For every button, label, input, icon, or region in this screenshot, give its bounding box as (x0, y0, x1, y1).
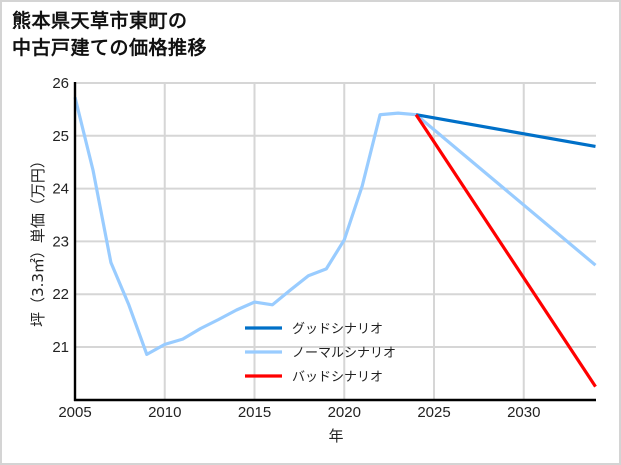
y-tick-label: 23 (52, 233, 69, 250)
y-axis-label: 坪（3.3㎡）単価（万円） (29, 153, 47, 327)
x-tick-label: 2005 (58, 404, 91, 421)
legend-label: グッドシナリオ (292, 322, 383, 337)
series-line (415, 113, 596, 148)
y-tick-label: 22 (52, 286, 69, 303)
data-series (73, 96, 597, 388)
series-line (414, 113, 597, 388)
legend-label: バッドシナリオ (292, 370, 383, 385)
y-tick-label: 24 (52, 181, 69, 198)
x-axis-label: 年 (328, 427, 343, 445)
y-tick-label: 21 (52, 339, 69, 356)
y-axis-ticks: 21 22 23 24 25 26 (52, 75, 69, 356)
chart-title: 熊本県天草市東町の 中古戸建ての価格推移 (12, 8, 207, 62)
x-tick-label: 2010 (148, 404, 181, 421)
y-tick-label: 26 (52, 75, 69, 92)
x-tick-label: 2015 (238, 404, 271, 421)
x-tick-label: 2020 (328, 404, 361, 421)
axes (73, 82, 596, 402)
y-tick-label: 25 (52, 128, 69, 145)
legend-label: ノーマルシナリオ (292, 346, 396, 361)
x-tick-label: 2030 (507, 404, 540, 421)
x-tick-label: 2025 (417, 404, 450, 421)
chart-title-line-1: 熊本県天草市東町の (12, 10, 188, 32)
x-axis-ticks: 2005 2010 2015 2020 2025 2030 (58, 404, 540, 421)
series-line (73, 96, 597, 356)
chart-title-line-2: 中古戸建ての価格推移 (12, 37, 208, 59)
